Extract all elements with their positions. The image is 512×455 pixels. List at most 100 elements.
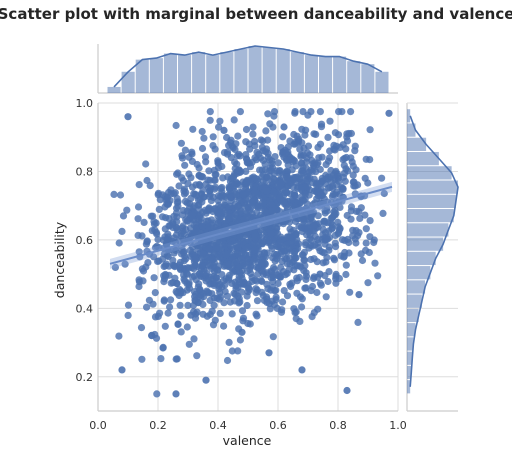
scatter-point: [193, 352, 201, 360]
scatter-point: [157, 355, 165, 363]
scatter-point: [227, 197, 235, 205]
scatter-point: [154, 235, 162, 243]
scatter-point: [163, 195, 171, 203]
scatter-point: [220, 299, 228, 307]
scatter-point: [252, 285, 260, 293]
scatter-point: [310, 273, 318, 281]
scatter-point: [210, 301, 218, 309]
scatter-point: [138, 232, 146, 240]
scatter-point: [190, 335, 198, 343]
marginal-x-bar: [192, 52, 206, 93]
scatter-point: [282, 149, 290, 158]
scatter-point: [264, 110, 272, 118]
scatter-point: [222, 223, 230, 231]
scatter-point: [289, 158, 297, 166]
scatter-point: [358, 256, 367, 265]
scatter-point: [253, 277, 261, 285]
scatter-point: [263, 187, 271, 195]
scatter-point: [238, 328, 246, 336]
marginal-y-bar: [407, 237, 444, 251]
scatter-point: [228, 221, 236, 229]
scatter-point: [216, 253, 224, 261]
scatter-point: [312, 168, 320, 176]
scatter-point: [210, 176, 218, 184]
scatter-point: [189, 125, 197, 133]
scatter-point: [295, 135, 303, 143]
scatter-point: [261, 160, 269, 168]
scatter-point: [314, 235, 322, 244]
scatter-point: [246, 163, 255, 171]
scatter-point: [251, 142, 259, 150]
scatter-point: [319, 225, 327, 234]
scatter-point: [318, 174, 326, 182]
scatter-point: [293, 274, 301, 282]
scatter-point: [169, 223, 177, 232]
scatter-point: [243, 214, 251, 222]
scatter-point: [243, 301, 251, 310]
scatter-point: [202, 158, 210, 166]
scatter-point: [302, 275, 310, 284]
scatter-point: [364, 279, 372, 287]
scatter-point: [188, 264, 196, 272]
marginal-x-bar: [319, 56, 333, 93]
y-axis-ticks: 0.2 0.4 0.6 0.8 1.0: [76, 97, 94, 384]
scatter-point: [194, 228, 202, 236]
scatter-point: [249, 130, 257, 138]
scatter-point: [301, 284, 309, 292]
scatter-point: [177, 312, 185, 320]
marginal-y-kde-curve: [409, 115, 459, 387]
marginal-y-bar: [407, 223, 449, 237]
scatter-point: [316, 279, 324, 287]
scatter-point: [258, 277, 266, 286]
scatter-point: [134, 215, 142, 223]
scatter-point: [118, 227, 126, 235]
scatter-point: [234, 203, 242, 211]
scatter-point: [123, 206, 131, 214]
scatter-point: [119, 212, 128, 220]
scatter-point: [349, 171, 357, 179]
scatter-point: [312, 130, 320, 138]
scatter-point: [202, 209, 210, 217]
scatter-point: [253, 297, 262, 305]
scatter-point: [274, 241, 282, 249]
scatter-point: [357, 204, 365, 212]
scatter-point: [181, 277, 189, 285]
scatter-point: [198, 172, 206, 180]
scatter-point: [350, 178, 358, 186]
scatter-point: [250, 196, 258, 204]
scatter-point: [286, 260, 294, 268]
scatter-point: [284, 143, 292, 151]
scatter-point: [292, 175, 300, 183]
scatter-point: [195, 180, 203, 189]
marginal-x-bar: [333, 56, 347, 93]
scatter-point: [236, 108, 244, 116]
marginal-x-panel: [97, 44, 398, 94]
scatter-point: [269, 333, 277, 341]
scatter-point: [206, 108, 214, 116]
scatter-point: [354, 318, 362, 326]
marginal-y-bar: [407, 380, 411, 394]
scatter-point: [199, 186, 207, 194]
y-tick-label-2: 0.6: [76, 234, 94, 247]
scatter-point: [323, 204, 331, 212]
scatter-point: [179, 211, 187, 219]
scatter-point: [265, 349, 273, 357]
scatter-point: [184, 301, 192, 309]
chart-title: Scatter plot with marginal between dance…: [0, 5, 512, 23]
scatter-point: [303, 231, 311, 239]
marginal-y-bar: [407, 365, 412, 380]
scatter-point: [259, 199, 267, 207]
scatter-point: [334, 218, 342, 226]
marginal-y-bar: [407, 209, 454, 223]
scatter-point: [282, 254, 291, 263]
scatter-point: [347, 203, 356, 211]
scatter-point: [223, 292, 231, 300]
scatter-point: [317, 123, 326, 131]
scatter-point: [303, 200, 311, 208]
scatter-point: [181, 161, 189, 169]
scatter-point: [140, 218, 148, 226]
scatter-point: [261, 208, 269, 216]
marginal-x-bar: [248, 46, 262, 93]
scatter-point: [236, 233, 244, 241]
scatter-point: [256, 166, 264, 174]
